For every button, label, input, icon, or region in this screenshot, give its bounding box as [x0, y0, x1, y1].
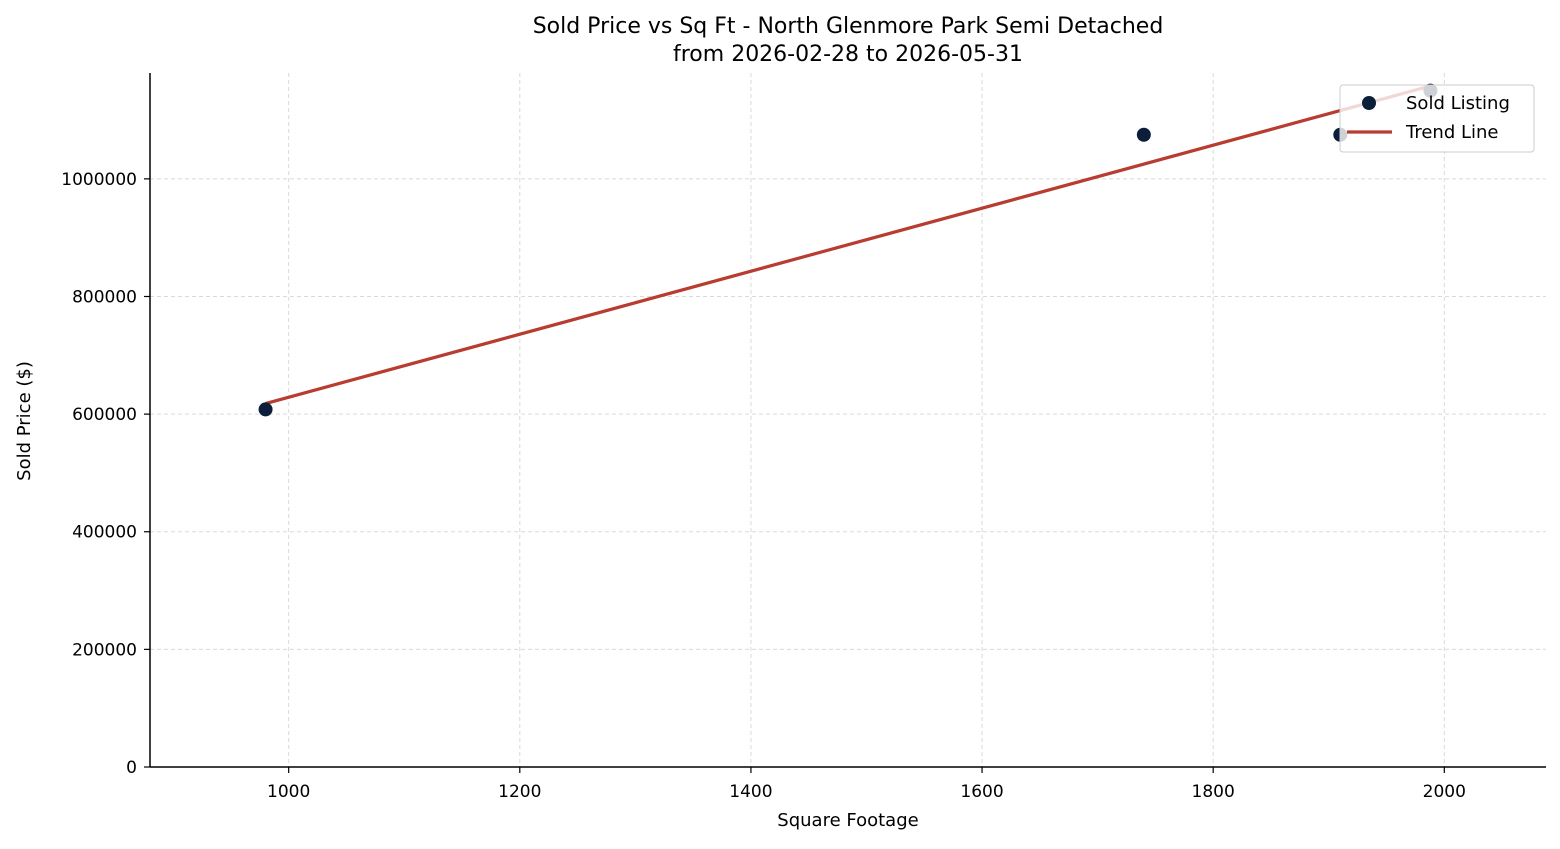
x-tick-label: 1400: [729, 782, 772, 802]
axes: [144, 73, 1546, 773]
y-tick-label: 800000: [72, 287, 137, 307]
trend-line: [265, 84, 1431, 406]
trend-line-layer: [265, 84, 1431, 406]
legend-box: [1339, 84, 1535, 153]
sold-listing-point: [1136, 127, 1151, 142]
legend: Sold Listing Trend Line: [1339, 84, 1535, 153]
x-tick-label: 1200: [498, 782, 541, 802]
y-tick-label: 200000: [72, 640, 137, 660]
x-axis-label: Square Footage: [777, 810, 918, 831]
x-tick-label: 1600: [960, 782, 1003, 802]
y-tick-label: 1000000: [61, 170, 137, 190]
x-tick-label: 1000: [267, 782, 310, 802]
y-tick-label: 600000: [72, 405, 137, 425]
chart-title: Sold Price vs Sq Ft - North Glenmore Par…: [533, 14, 1164, 39]
legend-label-sold-listing: Sold Listing: [1406, 93, 1510, 114]
y-tick-label: 400000: [72, 523, 137, 543]
chart-subtitle: from 2026-02-28 to 2026-05-31: [673, 42, 1023, 67]
y-axis-label: Sold Price ($): [14, 361, 35, 481]
y-tick-label: 0: [126, 758, 137, 778]
legend-marker-sold-listing: [1362, 96, 1376, 110]
legend-label-trend-line: Trend Line: [1405, 122, 1499, 143]
sold-listing-point: [258, 402, 273, 417]
tick-labels: 1000 1200 1400 1600 1800 2000 0 200000 400000 600…: [61, 170, 1466, 802]
grid-lines: [150, 73, 1546, 768]
x-tick-label: 1800: [1192, 782, 1235, 802]
x-tick-label: 2000: [1423, 782, 1466, 802]
